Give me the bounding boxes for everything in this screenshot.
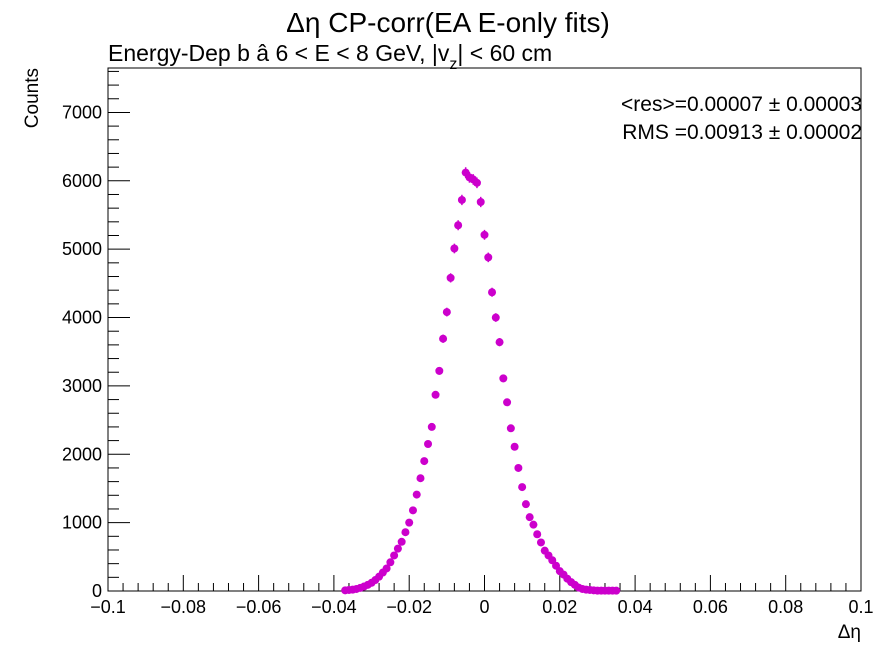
x-tick-label: 0 — [479, 597, 489, 617]
data-point — [536, 538, 545, 547]
data-point — [431, 390, 440, 399]
chart-subtitle: Energy-Dep b â 6 < E < 8 GeV, |vz| < 60 … — [108, 40, 552, 73]
x-tick-label: −0.04 — [311, 597, 357, 617]
data-point — [503, 398, 512, 407]
data-point — [435, 366, 444, 375]
data-point — [412, 490, 421, 499]
stat-mean-resolution: <res>=0.00007 ± 0.00003 — [621, 93, 862, 116]
data-point — [390, 551, 399, 560]
data-point — [495, 338, 504, 347]
data-point — [510, 442, 519, 451]
x-tick-label: 0.02 — [542, 597, 577, 617]
data-point — [401, 528, 410, 537]
x-axis-label: Δη — [838, 622, 861, 643]
data-point — [405, 518, 414, 527]
plot-frame — [107, 67, 862, 592]
data-point — [506, 424, 515, 433]
data-point — [408, 506, 417, 515]
data-point — [457, 195, 466, 204]
data-point — [514, 463, 523, 472]
data-point — [439, 334, 448, 343]
subtitle-main: Energy-Dep b â 6 < E < 8 GeV, |v — [108, 40, 450, 66]
data-point — [480, 230, 489, 239]
data-point — [442, 308, 451, 317]
data-points — [341, 167, 621, 595]
y-tick-label: 3000 — [62, 376, 102, 396]
data-point — [424, 440, 433, 449]
x-tick-label: −0.08 — [161, 597, 207, 617]
data-point — [476, 197, 485, 206]
data-point — [499, 374, 508, 383]
data-point — [446, 273, 455, 282]
axes: −0.1 −0.08 −0.06 −0.04 −0.02 0 0.02 0.04 0.06 0.0… — [62, 70, 874, 617]
data-point — [450, 244, 459, 253]
data-point — [488, 288, 497, 297]
data-point — [420, 457, 429, 466]
data-point — [533, 530, 542, 539]
subtitle-subscript: z — [449, 56, 457, 73]
x-tick-label: 0.04 — [618, 597, 653, 617]
y-tick-label: 0 — [92, 581, 102, 601]
x-tick-label: −0.02 — [386, 597, 432, 617]
y-tick-label: 6000 — [62, 171, 102, 191]
data-point — [427, 422, 436, 431]
data-point — [472, 178, 481, 187]
y-tick-label: 7000 — [62, 102, 102, 122]
y-tick-label: 4000 — [62, 308, 102, 328]
data-point — [518, 483, 527, 492]
x-tick-label: −0.06 — [236, 597, 282, 617]
data-point — [521, 500, 530, 509]
data-point — [525, 513, 534, 522]
y-tick-label: 1000 — [62, 513, 102, 533]
data-point — [491, 313, 500, 322]
data-point — [612, 586, 621, 595]
subtitle-tail: | < 60 cm — [457, 40, 552, 66]
x-tick-label: 0.08 — [768, 597, 803, 617]
data-point — [454, 221, 463, 230]
data-point — [382, 564, 391, 573]
y-axis-label: Counts — [22, 68, 43, 128]
y-tick-label: 5000 — [62, 239, 102, 259]
data-point — [393, 544, 402, 553]
data-point — [386, 558, 395, 567]
stat-rms: RMS =0.00913 ± 0.00002 — [622, 121, 862, 144]
chart-title: Δη CP-corr(EA E-only fits) — [286, 7, 610, 38]
data-point — [397, 537, 406, 546]
data-point — [529, 520, 538, 529]
data-point — [484, 253, 493, 262]
x-tick-label: 0.06 — [693, 597, 728, 617]
y-tick-label: 2000 — [62, 444, 102, 464]
data-point — [416, 474, 425, 483]
x-tick-label: 0.1 — [848, 597, 873, 617]
x-tick-label: −0.1 — [90, 597, 126, 617]
